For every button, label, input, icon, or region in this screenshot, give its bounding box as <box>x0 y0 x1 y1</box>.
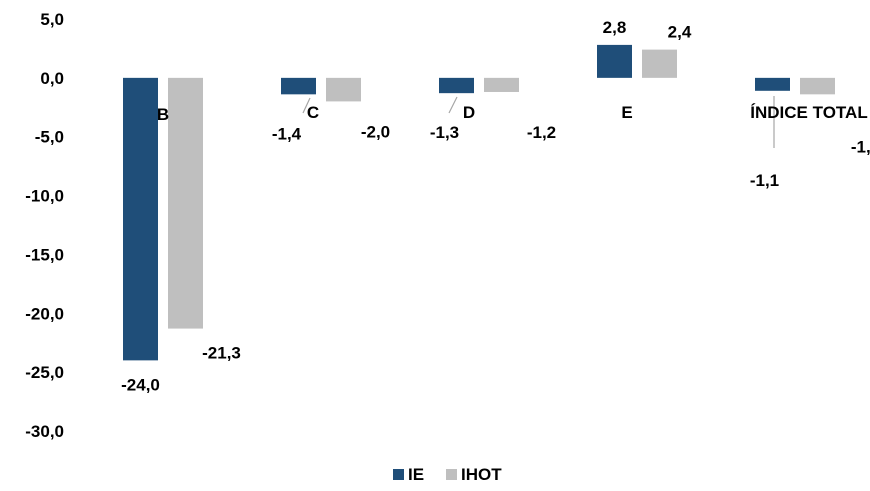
bar-ie-3 <box>597 44 632 78</box>
bar-ihot-3 <box>642 49 677 78</box>
y-tick-label: -25,0 <box>25 363 64 382</box>
bar-ihot-0 <box>168 77 203 329</box>
data-label-ihot-3: 2,4 <box>668 23 692 42</box>
y-tick-label: -15,0 <box>25 245 64 264</box>
y-tick-label: 5,0 <box>40 10 64 29</box>
data-label-ie-2: -1,3 <box>430 123 459 142</box>
category-label-0: B <box>157 105 169 124</box>
data-label-ihot-1: -2,0 <box>361 122 390 141</box>
category-labels: B C D E ÍNDICE TOTAL <box>157 103 868 124</box>
bar-ihot-4 <box>800 77 835 95</box>
y-tick-label: 0,0 <box>40 69 64 88</box>
category-label-4: ÍNDICE TOTAL <box>750 103 867 122</box>
data-label-ie-0: -24,0 <box>121 375 160 394</box>
leader-line-2 <box>448 96 458 114</box>
bar-ie-1 <box>281 77 316 95</box>
leader-line-1 <box>302 97 311 114</box>
y-axis: 5,0 0,0 -5,0 -10,0 -15,0 -20,0 -25,0 -30,0 <box>25 10 64 441</box>
legend-swatch-ihot <box>446 469 457 480</box>
bar-ihot-1 <box>326 77 361 102</box>
data-label-ie-3: 2,8 <box>603 18 627 37</box>
data-label-ie-4: -1,1 <box>750 171 779 190</box>
legend-label-ie: IE <box>408 465 424 484</box>
y-tick-label: -20,0 <box>25 304 64 323</box>
bar-ie-0 <box>123 77 158 361</box>
data-label-ihot-0: -21,3 <box>202 344 241 363</box>
data-label-ihot-2: -1,2 <box>527 123 556 142</box>
value-labels: -24,0 -21,3 -1,4 -2,0 -1,3 -1,2 2,8 2,4 -1,1 -1,4 <box>121 18 870 394</box>
y-tick-label: -5,0 <box>35 128 64 147</box>
data-label-ie-1: -1,4 <box>272 124 302 143</box>
y-tick-label: -10,0 <box>25 187 64 206</box>
category-label-3: E <box>621 103 632 122</box>
bar-ihot-2 <box>484 77 519 92</box>
bar-ie-2 <box>439 77 474 94</box>
y-tick-label: -30,0 <box>25 422 64 441</box>
data-label-ihot-4: -1,4 <box>851 137 870 156</box>
bars <box>123 44 835 361</box>
category-label-1: C <box>307 103 319 122</box>
legend-swatch-ie <box>393 469 404 480</box>
legend: IE IHOT <box>393 465 502 484</box>
legend-label-ihot: IHOT <box>461 465 502 484</box>
category-label-2: D <box>463 103 475 122</box>
leader-lines <box>302 96 775 148</box>
bar-ie-4 <box>755 77 790 91</box>
